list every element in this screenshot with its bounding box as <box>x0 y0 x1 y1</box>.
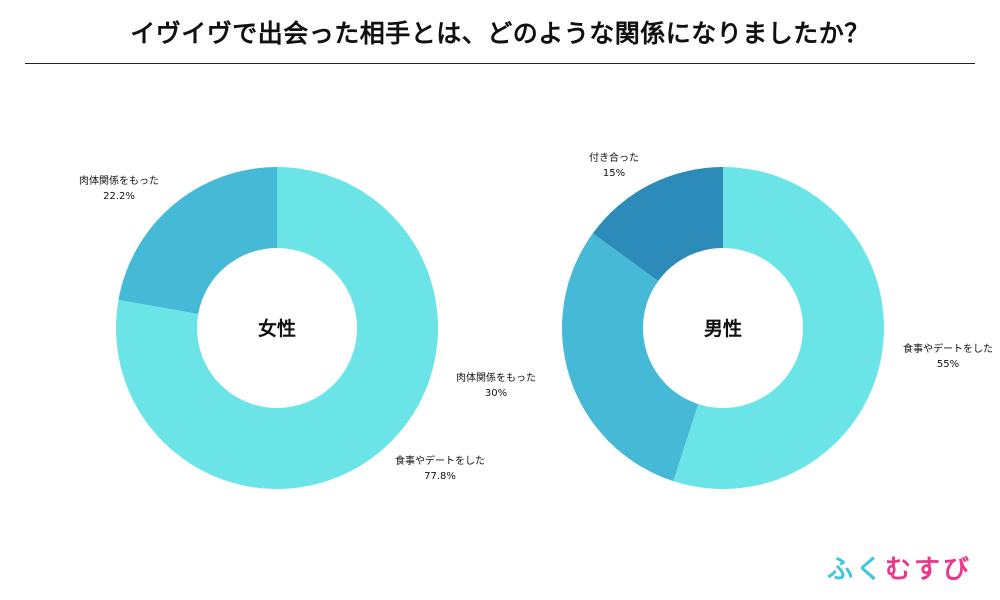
slice-1-1 <box>562 233 699 482</box>
slice-value-label: 22.2% <box>103 191 135 202</box>
slice-name-label: 肉体関係をもった <box>79 174 159 187</box>
slice-value-label: 77.8% <box>424 471 456 482</box>
slice-1-0 <box>673 167 885 489</box>
slice-value-label: 30% <box>485 388 507 399</box>
slice-name-label: 食事やデートをした <box>395 454 485 467</box>
slice-0-1 <box>118 167 278 314</box>
slice-1-2 <box>592 167 723 281</box>
center-label: 男性 <box>704 317 742 340</box>
logo-part-1: ふく <box>826 555 885 585</box>
chart-female: 食事やデートをした 77.8% 肉体関係をもった 22.2% 女性 <box>79 167 485 490</box>
slice-value-label: 55% <box>937 359 959 370</box>
center-label: 女性 <box>258 317 296 340</box>
slice-0-0 <box>116 167 439 490</box>
brand-logo: ふくむすび <box>827 549 972 586</box>
slice-name-label: 肉体関係をもった <box>456 371 536 384</box>
chart-male: 食事やデートをした 55% 肉体関係をもった 30% 付き合った 15% 男性 <box>456 151 993 489</box>
logo-part-2: むすび <box>884 555 972 585</box>
title-divider <box>25 63 975 64</box>
page-title: イヴイヴで出会った相手とは、どのような関係になりましたか？ <box>130 19 870 48</box>
slice-name-label: 付き合った <box>589 151 639 164</box>
slice-value-label: 15% <box>603 168 625 179</box>
slice-name-label: 食事やデートをした <box>903 342 993 355</box>
